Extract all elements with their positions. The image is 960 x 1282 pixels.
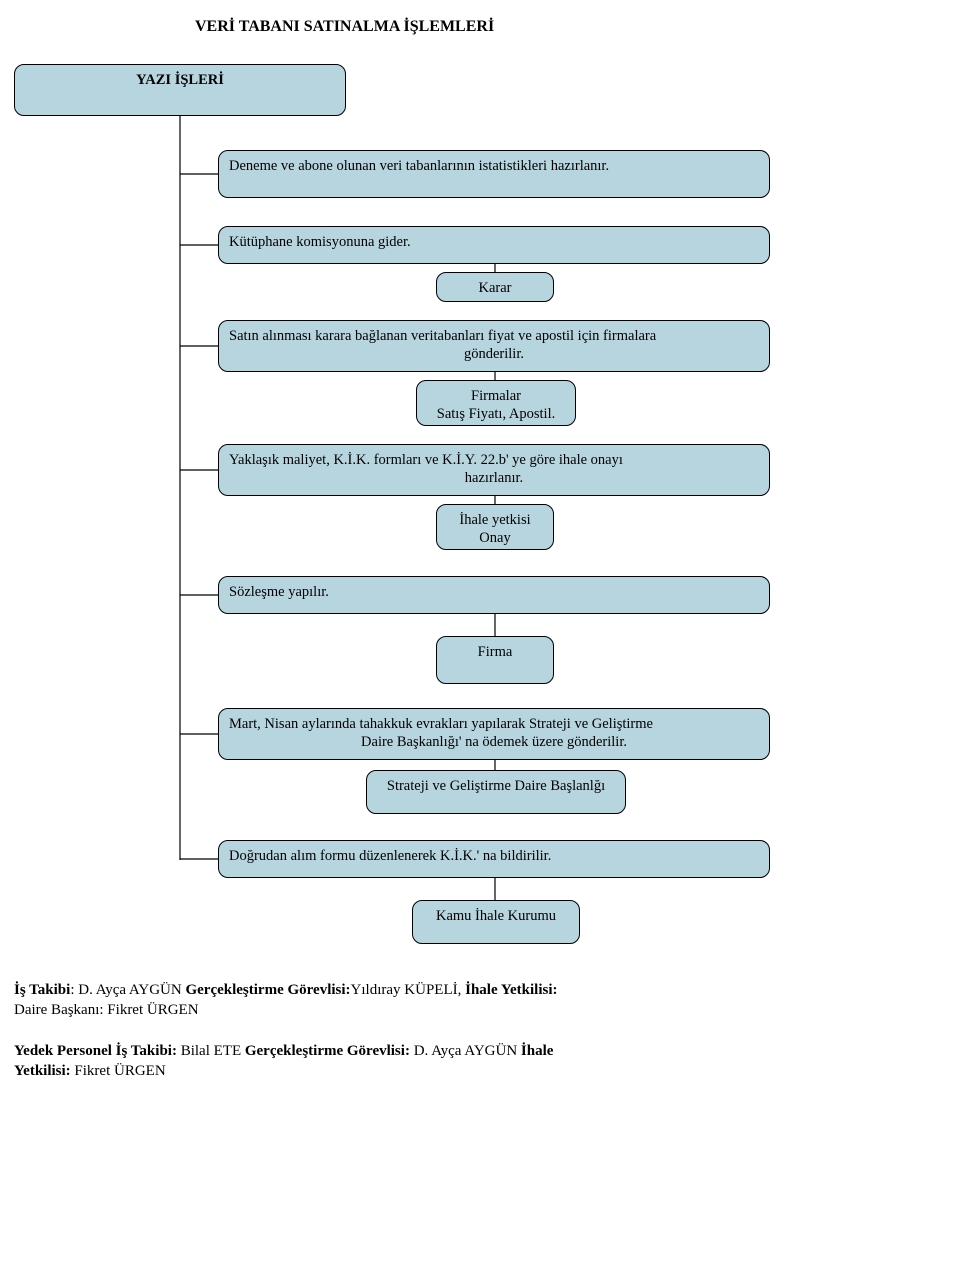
page: VERİ TABANI SATINALMA İŞLEMLERİ İş Takib… (0, 0, 960, 1282)
node-n4b-line-1: Onay (447, 529, 543, 547)
node-n6: Mart, Nisan aylarında tahakkuk evrakları… (218, 708, 770, 760)
footer-text: İş Takibi: D. Ayça AYGÜN Gerçekleştirme … (14, 980, 934, 1081)
node-root-line-0: YAZI İŞLERİ (25, 71, 335, 89)
node-n2-line-0: Kütüphane komisyonuna gider. (229, 233, 759, 251)
footer-span: Bilal ETE (181, 1043, 245, 1059)
footer-span: Yıldıray KÜPELİ, (351, 982, 466, 998)
node-n4: Yaklaşık maliyet, K.İ.K. formları ve K.İ… (218, 444, 770, 496)
footer-bold: İhale Yetkilisi: (465, 982, 557, 998)
node-n4b-line-0: İhale yetkisi (447, 511, 543, 529)
node-n6b-line-1: Strateji ve Geliştirme Daire Başlanlğı (377, 777, 615, 795)
footer-bold: Gerçekleştirme Görevlisi: (185, 982, 350, 998)
footer-span: Fikret ÜRGEN (74, 1063, 165, 1079)
node-n5-line-0: Sözleşme yapılır. (229, 583, 759, 601)
node-n6b: Strateji ve Geliştirme Daire Başlanlğı (366, 770, 626, 814)
footer-bold: İhale (521, 1043, 554, 1059)
node-n2: Kütüphane komisyonuna gider. (218, 226, 770, 264)
node-n6-line-1: Daire Başkanlığı' na ödemek üzere gönder… (229, 733, 759, 751)
node-n4b: İhale yetkisiOnay (436, 504, 554, 550)
footer-span: : D. Ayça AYGÜN (70, 982, 185, 998)
node-n3b: FirmalarSatış Fiyatı, Apostil. (416, 380, 576, 426)
node-n1-line-0: Deneme ve abone olunan veri tabanlarının… (229, 157, 759, 175)
footer-bold: Yedek Personel İş Takibi: (14, 1043, 181, 1059)
node-n7: Doğrudan alım formu düzenlenerek K.İ.K.'… (218, 840, 770, 878)
footer-bold: Gerçekleştirme Görevlisi: (245, 1043, 414, 1059)
node-n4-line-1: hazırlanır. (229, 469, 759, 487)
node-n3-line-1: gönderilir. (229, 345, 759, 363)
node-n4-line-0: Yaklaşık maliyet, K.İ.K. formları ve K.İ… (229, 451, 759, 469)
node-root: YAZI İŞLERİ (14, 64, 346, 116)
page-title: VERİ TABANI SATINALMA İŞLEMLERİ (195, 18, 494, 36)
footer-span: Daire Başkanı: Fikret ÜRGEN (14, 1002, 199, 1018)
footer-bold: İş Takibi (14, 982, 70, 998)
node-n3b-line-0: Firmalar (427, 387, 565, 405)
node-n5: Sözleşme yapılır. (218, 576, 770, 614)
node-n6-line-0: Mart, Nisan aylarında tahakkuk evrakları… (229, 715, 759, 733)
node-n3-line-0: Satın alınması karara bağlanan veritaban… (229, 327, 759, 345)
node-n3b-line-1: Satış Fiyatı, Apostil. (427, 405, 565, 423)
footer-span: D. Ayça AYGÜN (414, 1043, 521, 1059)
node-n7b: Kamu İhale Kurumu (412, 900, 580, 944)
node-n7b-line-1: Kamu İhale Kurumu (423, 907, 569, 925)
node-n2b: Karar (436, 272, 554, 302)
node-n3: Satın alınması karara bağlanan veritaban… (218, 320, 770, 372)
node-n2b-line-0: Karar (447, 279, 543, 297)
node-n5b-line-1: Firma (447, 643, 543, 661)
node-n1: Deneme ve abone olunan veri tabanlarının… (218, 150, 770, 198)
node-n7-line-0: Doğrudan alım formu düzenlenerek K.İ.K.'… (229, 847, 759, 865)
footer-bold: Yetkilisi: (14, 1063, 74, 1079)
node-n5b: Firma (436, 636, 554, 684)
